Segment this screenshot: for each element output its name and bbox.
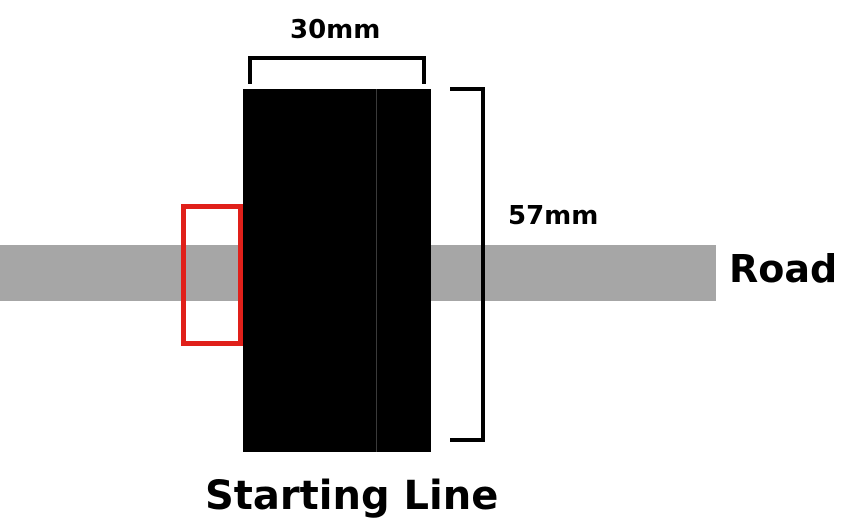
width-bracket xyxy=(248,56,426,84)
road-label: Road xyxy=(729,247,838,291)
height-bracket xyxy=(450,87,485,442)
height-dimension-label: 57mm xyxy=(508,201,599,231)
width-dimension-label: 30mm xyxy=(290,15,381,45)
starting-line-label: Starting Line xyxy=(205,473,499,519)
block-divider-line xyxy=(376,89,377,452)
sensor-highlight-box xyxy=(181,204,243,346)
starting-line-block xyxy=(243,89,431,452)
